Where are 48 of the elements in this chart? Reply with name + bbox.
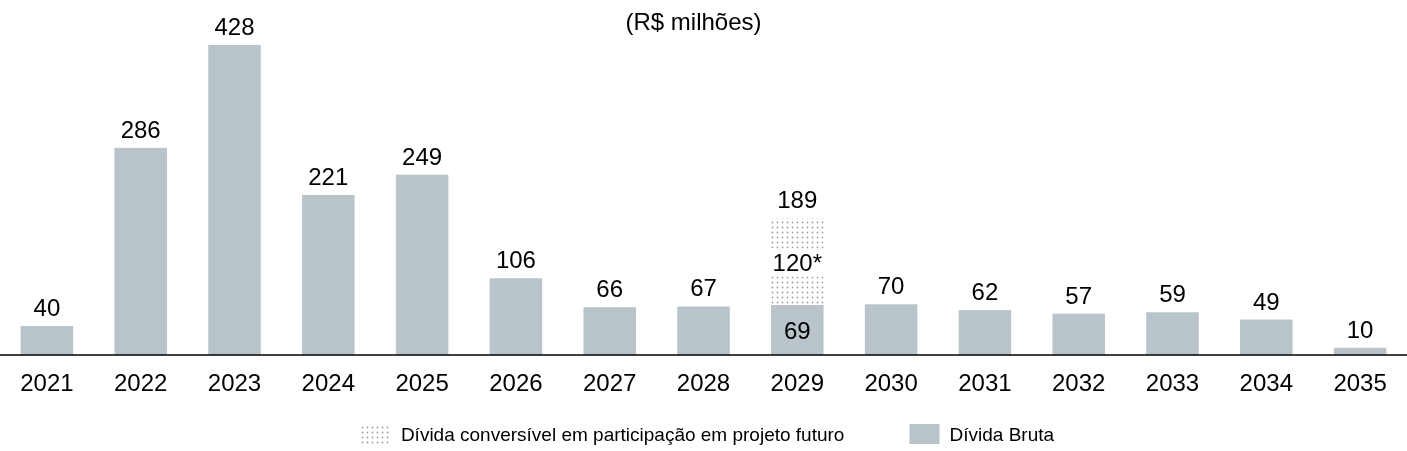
bar	[1146, 312, 1199, 355]
data-label: 249	[402, 142, 443, 170]
x-tick-label: 2022	[114, 369, 168, 396]
data-label: 67	[690, 274, 717, 302]
data-label: 57	[1065, 281, 1093, 309]
data-label: 120*	[772, 248, 822, 276]
bar	[583, 307, 636, 355]
bar	[677, 306, 730, 355]
data-label: 70	[877, 272, 905, 300]
bar	[958, 310, 1012, 355]
x-tick-label: 2025	[395, 369, 449, 396]
x-tick-label: 2030	[864, 369, 918, 396]
x-tick-label: 2031	[958, 369, 1012, 396]
x-tick-label: 2024	[301, 369, 355, 396]
bar	[489, 278, 543, 355]
data-label: 66	[596, 275, 624, 303]
x-tick-label: 2034	[1239, 369, 1293, 396]
x-tick-label: 2029	[770, 369, 824, 396]
x-tick-label: 2028	[676, 369, 731, 396]
data-label: 286	[120, 115, 161, 143]
bar	[395, 174, 449, 355]
legend-label: Dívida Bruta	[949, 424, 1055, 445]
bar	[1240, 319, 1293, 355]
data-label: 62	[971, 278, 999, 306]
bar	[114, 147, 167, 355]
legend-label: Dívida conversível em participação em projeto futuro	[400, 424, 845, 445]
data-label: 10	[1346, 315, 1374, 343]
bar	[20, 326, 74, 355]
data-label: 69	[783, 317, 811, 345]
data-label: 40	[33, 294, 61, 322]
data-label: 428	[214, 13, 255, 40]
bar	[208, 45, 261, 355]
bar	[1052, 313, 1105, 355]
total-label: 189	[777, 186, 818, 214]
x-tick-label: 2033	[1145, 369, 1200, 396]
x-tick-label: 2035	[1333, 369, 1387, 396]
x-tick-label: 2021	[20, 369, 74, 396]
bar	[864, 304, 918, 355]
data-label: 49	[1252, 287, 1280, 315]
data-label: 106	[495, 246, 536, 274]
data-label: 59	[1159, 280, 1186, 308]
data-label: 221	[308, 162, 349, 190]
x-tick-label: 2032	[1052, 369, 1106, 396]
x-tick-label: 2026	[489, 369, 543, 396]
bar	[302, 194, 355, 355]
x-tick-label: 2023	[207, 369, 262, 396]
chart-title: (R$ milhões)	[625, 8, 762, 35]
x-tick-label: 2027	[583, 369, 637, 396]
